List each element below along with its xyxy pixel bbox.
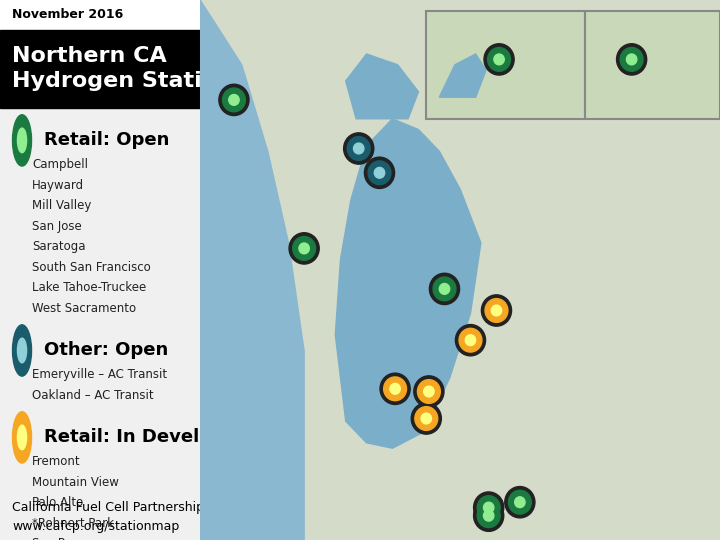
Circle shape <box>494 54 504 65</box>
Circle shape <box>484 44 514 75</box>
Text: November 2016: November 2016 <box>12 8 123 22</box>
Circle shape <box>17 338 27 363</box>
Text: *Rohnert Park: *Rohnert Park <box>32 517 114 530</box>
Circle shape <box>222 88 246 112</box>
Circle shape <box>626 54 636 65</box>
Circle shape <box>293 237 315 260</box>
Circle shape <box>429 273 459 305</box>
Polygon shape <box>439 54 486 97</box>
Circle shape <box>390 383 400 394</box>
Circle shape <box>465 335 476 346</box>
Circle shape <box>515 497 525 508</box>
Text: Oakland – AC Transit: Oakland – AC Transit <box>32 389 153 402</box>
Text: Other: Open: Other: Open <box>44 341 168 360</box>
Bar <box>0 30 200 108</box>
Text: San Jose: San Jose <box>32 220 82 233</box>
Circle shape <box>421 413 431 424</box>
Circle shape <box>491 305 502 316</box>
Circle shape <box>482 295 511 326</box>
Circle shape <box>477 504 500 528</box>
Text: West Sacramento: West Sacramento <box>32 302 136 315</box>
Text: Campbell: Campbell <box>32 158 88 171</box>
Text: Mountain View: Mountain View <box>32 476 119 489</box>
Text: Hayward: Hayward <box>32 179 84 192</box>
Circle shape <box>474 492 504 523</box>
Circle shape <box>505 487 535 518</box>
Circle shape <box>380 373 410 404</box>
Polygon shape <box>200 0 304 540</box>
Circle shape <box>384 377 407 401</box>
Polygon shape <box>346 54 418 119</box>
Text: San Ramon: San Ramon <box>32 537 99 540</box>
Circle shape <box>368 161 391 185</box>
Circle shape <box>620 48 643 71</box>
Circle shape <box>12 412 32 463</box>
Circle shape <box>17 128 27 153</box>
Text: Palo Alto: Palo Alto <box>32 496 84 509</box>
Circle shape <box>477 496 500 519</box>
Text: California Fuel Cell Partnership: California Fuel Cell Partnership <box>12 501 204 514</box>
Bar <box>0 0 200 30</box>
Polygon shape <box>200 0 720 540</box>
Circle shape <box>474 500 504 531</box>
Text: Northern CA
Hydrogen Stations: Northern CA Hydrogen Stations <box>12 46 246 91</box>
Circle shape <box>459 328 482 352</box>
Circle shape <box>414 376 444 407</box>
Circle shape <box>229 94 239 105</box>
Circle shape <box>433 277 456 301</box>
Circle shape <box>347 137 370 160</box>
Polygon shape <box>336 119 481 448</box>
Circle shape <box>219 84 249 116</box>
Circle shape <box>508 490 531 514</box>
Circle shape <box>374 167 384 178</box>
Circle shape <box>411 403 441 434</box>
Circle shape <box>485 299 508 322</box>
Circle shape <box>439 284 450 294</box>
Circle shape <box>289 233 319 264</box>
Text: www.cafcp.org/stationmap: www.cafcp.org/stationmap <box>12 520 179 533</box>
Circle shape <box>487 48 510 71</box>
Text: Saratoga: Saratoga <box>32 240 86 253</box>
Circle shape <box>456 325 485 356</box>
Circle shape <box>12 325 32 376</box>
Bar <box>426 11 585 119</box>
Bar <box>585 11 720 119</box>
Circle shape <box>12 115 32 166</box>
Circle shape <box>423 386 434 397</box>
Circle shape <box>415 407 438 430</box>
Text: Fremont: Fremont <box>32 455 81 468</box>
Circle shape <box>17 425 27 450</box>
Text: Lake Tahoe-Truckee: Lake Tahoe-Truckee <box>32 281 146 294</box>
Text: Retail: In Development: Retail: In Development <box>44 428 276 447</box>
Circle shape <box>483 502 494 513</box>
Text: Mill Valley: Mill Valley <box>32 199 91 212</box>
Circle shape <box>343 133 374 164</box>
Circle shape <box>354 143 364 154</box>
Circle shape <box>299 243 310 254</box>
Circle shape <box>483 510 494 521</box>
Circle shape <box>418 380 441 403</box>
Circle shape <box>364 157 395 188</box>
Text: South San Francisco: South San Francisco <box>32 261 150 274</box>
Text: Retail: Open: Retail: Open <box>44 131 169 150</box>
Text: Emeryville – AC Transit: Emeryville – AC Transit <box>32 368 167 381</box>
Circle shape <box>616 44 647 75</box>
